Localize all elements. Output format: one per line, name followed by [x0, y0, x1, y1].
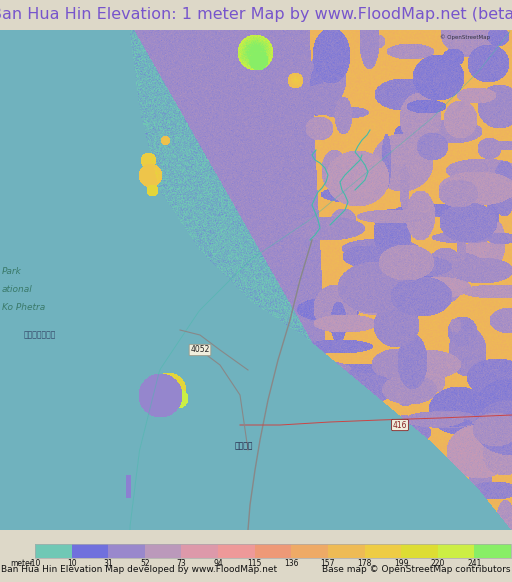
Text: ational: ational [2, 286, 33, 294]
Bar [35, 544, 511, 558]
Text: 94: 94 [213, 559, 223, 568]
Bar [328, 544, 365, 558]
Bar [291, 544, 328, 558]
Text: 31: 31 [103, 559, 113, 568]
Text: 199: 199 [394, 559, 409, 568]
Text: Ko Phetra: Ko Phetra [2, 303, 45, 313]
Text: 73: 73 [177, 559, 186, 568]
Bar [145, 544, 181, 558]
Bar [365, 544, 401, 558]
Text: 115: 115 [247, 559, 262, 568]
Text: สะงู: สะงู [234, 441, 253, 450]
Text: meter: meter [10, 559, 33, 568]
Text: 178: 178 [357, 559, 372, 568]
Text: 416: 416 [393, 421, 407, 430]
Text: Base map © OpenStreetMap contributors: Base map © OpenStreetMap contributors [323, 566, 511, 574]
Text: 220: 220 [431, 559, 445, 568]
Text: 10: 10 [67, 559, 76, 568]
Bar [254, 544, 291, 558]
Text: 52: 52 [140, 559, 150, 568]
Text: Ban Hua Hin Elevation: 1 meter Map by www.FloodMap.net (beta): Ban Hua Hin Elevation: 1 meter Map by ww… [0, 8, 512, 23]
Text: 4052: 4052 [190, 346, 210, 354]
Bar [438, 544, 475, 558]
Text: Park: Park [2, 268, 22, 276]
Bar [181, 544, 218, 558]
Bar [218, 544, 254, 558]
Bar [35, 544, 72, 558]
Text: 241: 241 [467, 559, 482, 568]
Text: 157: 157 [321, 559, 335, 568]
Bar [401, 544, 438, 558]
Text: -10: -10 [29, 559, 41, 568]
Text: © OpenStreetMap: © OpenStreetMap [440, 34, 490, 40]
Bar [475, 544, 511, 558]
Bar [72, 544, 108, 558]
Text: Ban Hua Hin Elevation Map developed by www.FloodMap.net: Ban Hua Hin Elevation Map developed by w… [1, 566, 277, 574]
Bar [108, 544, 145, 558]
Text: ปากบารา: ปากบารา [24, 331, 56, 339]
Text: 136: 136 [284, 559, 298, 568]
